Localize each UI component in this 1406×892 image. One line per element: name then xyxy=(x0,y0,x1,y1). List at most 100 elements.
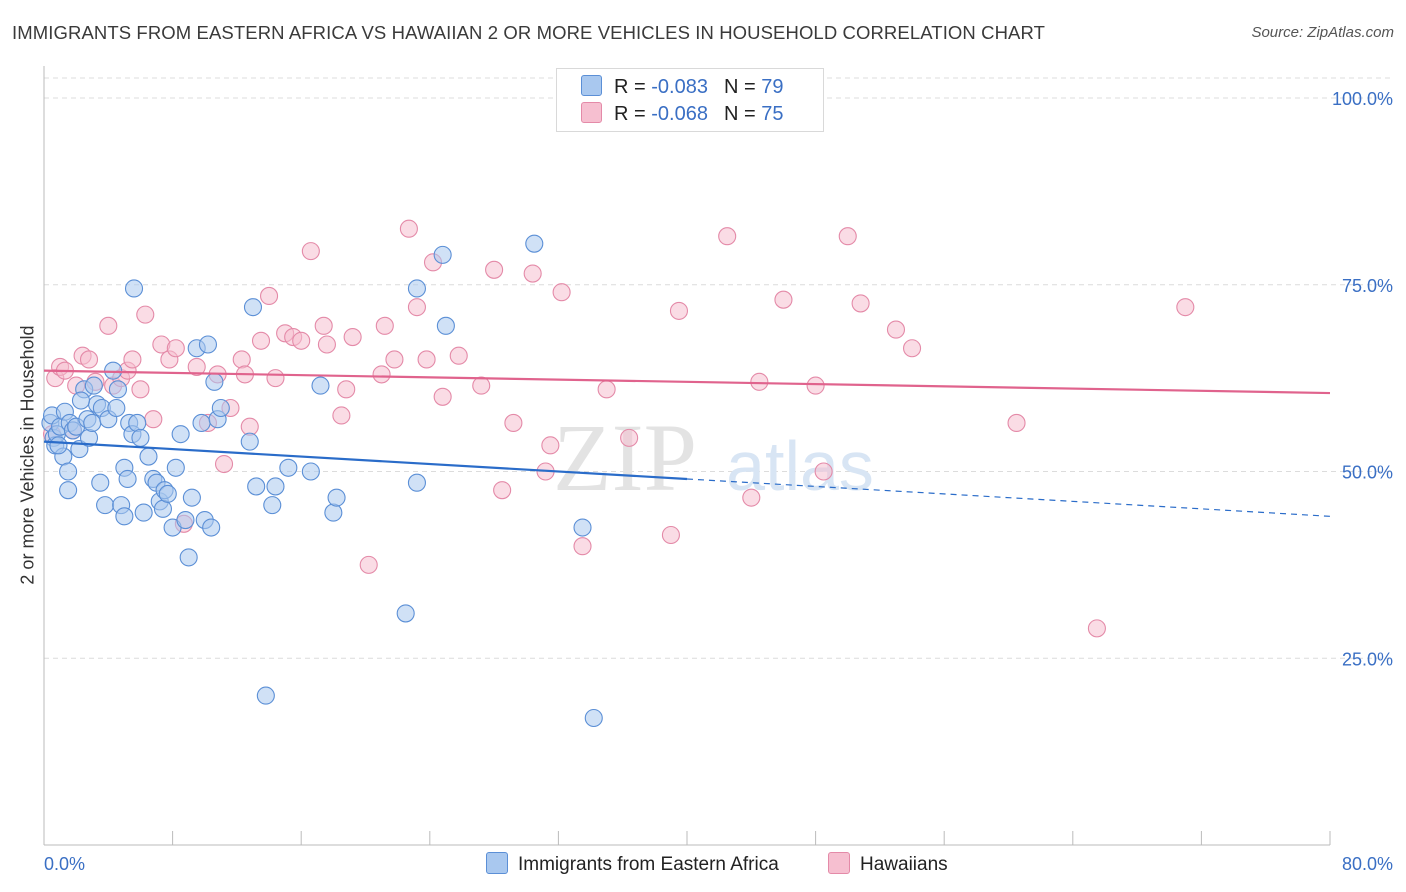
hawaiians-point xyxy=(407,298,426,317)
hawaiians-point xyxy=(573,537,592,556)
hawaiians-point xyxy=(292,331,311,350)
n-label: N = xyxy=(723,103,762,125)
eastern-africa-point xyxy=(263,496,282,515)
eastern-africa-point xyxy=(108,380,127,399)
legend-label-hawaiians: Hawaiians xyxy=(860,854,948,875)
eastern-africa-point xyxy=(158,484,177,503)
eastern-africa-point xyxy=(131,428,150,447)
hawaiians-point xyxy=(123,350,142,369)
eastern-africa-point xyxy=(205,372,224,391)
eastern-africa-point xyxy=(192,413,211,432)
hawaiians-point xyxy=(774,290,793,309)
hawaiians-point xyxy=(144,410,163,429)
hawaiians-point xyxy=(375,316,394,335)
eastern-africa-point xyxy=(171,425,190,444)
y-tick-label: 100.0% xyxy=(1332,89,1393,109)
n-label: N = xyxy=(723,76,762,98)
y-tick-label: 25.0% xyxy=(1342,649,1393,669)
eastern-africa-point xyxy=(118,469,137,489)
eastern-africa-point xyxy=(327,488,346,507)
eastern-africa-point xyxy=(179,548,198,567)
stats-legend: R = -0.083 N = 79 R = -0.068 N = 75 xyxy=(556,68,824,132)
hawaiians-point xyxy=(1176,298,1195,317)
eastern-africa-point xyxy=(573,518,592,537)
hawaiians-point xyxy=(485,260,504,279)
hawaiians-point xyxy=(337,380,356,399)
hawaiians-point xyxy=(332,406,351,425)
series-hawaiians-points xyxy=(42,219,1195,638)
trend-lines xyxy=(43,369,1331,517)
hawaiians-point xyxy=(493,481,512,500)
hawaiians-point xyxy=(742,488,761,507)
eastern-africa-point xyxy=(49,436,68,455)
hawaiians-point xyxy=(166,339,185,358)
eastern-africa-point xyxy=(311,376,330,395)
eastern-africa-point xyxy=(279,458,298,477)
eastern-africa-point xyxy=(202,518,221,537)
hawaiians-point xyxy=(1007,413,1026,432)
eastern-africa-point xyxy=(84,376,103,395)
eastern-africa-point xyxy=(176,511,195,530)
hawaiians-point xyxy=(314,316,333,335)
eastern-africa-point xyxy=(83,413,102,432)
watermark: ZIP atlas xyxy=(553,404,874,511)
hawaiians-point xyxy=(523,264,542,283)
hawaiians-point xyxy=(552,283,571,302)
eastern-africa-point xyxy=(407,279,426,298)
pink-swatch-icon xyxy=(581,102,602,123)
tick-labels: 25.0% 50.0% 75.0% 100.0% 0.0% 80.0% xyxy=(44,89,1393,874)
hawaiians-point xyxy=(187,357,206,376)
legend-label-eastern-africa: Immigrants from Eastern Africa xyxy=(518,854,779,875)
y-axis-label: 2 or more Vehicles in Household xyxy=(17,325,38,585)
eastern-africa-point xyxy=(240,432,259,451)
eastern-africa-point xyxy=(433,245,452,264)
hawaiians-point xyxy=(814,462,833,481)
hawaiians-point xyxy=(214,454,234,474)
eastern-africa-point xyxy=(247,477,266,496)
hawaiians-point xyxy=(433,387,452,406)
watermark-zip: ZIP xyxy=(553,404,697,511)
hawaiians-point xyxy=(99,316,118,335)
r-value-pink: -0.068 xyxy=(651,103,708,125)
eastern-africa-point xyxy=(211,398,230,418)
trend-eastern-africa xyxy=(43,440,688,481)
eastern-africa-point xyxy=(91,473,110,492)
hawaiians-point xyxy=(661,525,680,545)
hawaiians-point xyxy=(266,369,285,388)
hawaiians-point xyxy=(385,350,404,369)
trend-hawaiians xyxy=(43,369,1331,395)
x-tick-label: 80.0% xyxy=(1342,854,1393,874)
hawaiians-point xyxy=(359,555,378,574)
eastern-africa-point xyxy=(584,708,603,728)
hawaiians-point xyxy=(504,413,523,432)
hawaiians-point xyxy=(399,219,418,238)
hawaiians-point xyxy=(372,365,391,384)
eastern-africa-point xyxy=(198,335,218,354)
eastern-africa-point xyxy=(256,686,275,705)
eastern-africa-point xyxy=(324,503,343,522)
hawaiians-point xyxy=(301,242,320,261)
r-label: R = xyxy=(614,103,652,125)
hawaiians-point xyxy=(718,227,737,246)
blue-swatch-icon xyxy=(581,75,602,96)
hawaiians-point xyxy=(232,350,251,369)
hawaiians-point xyxy=(136,305,155,324)
eastern-africa-point xyxy=(124,279,144,298)
eastern-africa-point xyxy=(71,391,91,410)
pink-swatch-icon xyxy=(828,852,850,874)
eastern-africa-point xyxy=(59,481,78,500)
hawaiians-point xyxy=(472,376,491,395)
stats-row-pink: R = -0.068 N = 75 xyxy=(581,102,783,126)
hawaiians-point xyxy=(541,436,560,455)
x-tick-label: 0.0% xyxy=(44,854,85,874)
hawaiians-point xyxy=(417,350,436,369)
hawaiians-point xyxy=(750,372,769,391)
stats-row-blue: R = -0.083 N = 79 xyxy=(581,75,783,99)
eastern-africa-point xyxy=(243,298,263,317)
hawaiians-point xyxy=(597,380,616,399)
hawaiians-point xyxy=(620,428,639,447)
eastern-africa-point xyxy=(128,413,147,432)
blue-swatch-icon xyxy=(486,852,508,874)
trend-eastern-africa-extension xyxy=(686,478,1331,517)
